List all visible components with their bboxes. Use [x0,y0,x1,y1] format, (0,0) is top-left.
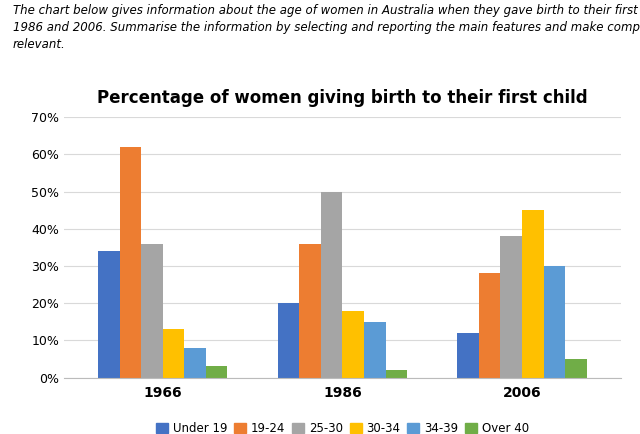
Bar [458,333,479,378]
Legend: Under 19, 19-24, 25-30, 30-34, 34-39, Over 40: Under 19, 19-24, 25-30, 30-34, 34-39, Ov… [151,418,534,434]
Bar [522,210,543,378]
Bar [342,311,364,378]
Bar [364,322,385,378]
Bar [300,243,321,378]
Bar [321,191,342,378]
Bar [206,366,227,378]
Text: The chart below gives information about the age of women in Australia when they : The chart below gives information about … [13,4,640,51]
Bar [543,266,565,378]
Bar [500,236,522,378]
Bar [184,348,206,378]
Bar [120,147,141,378]
Bar [98,251,120,378]
Bar [479,273,500,378]
Bar [141,243,163,378]
Bar [163,329,184,378]
Bar [565,359,587,378]
Title: Percentage of women giving birth to their first child: Percentage of women giving birth to thei… [97,89,588,107]
Bar [385,370,407,378]
Bar [278,303,300,378]
